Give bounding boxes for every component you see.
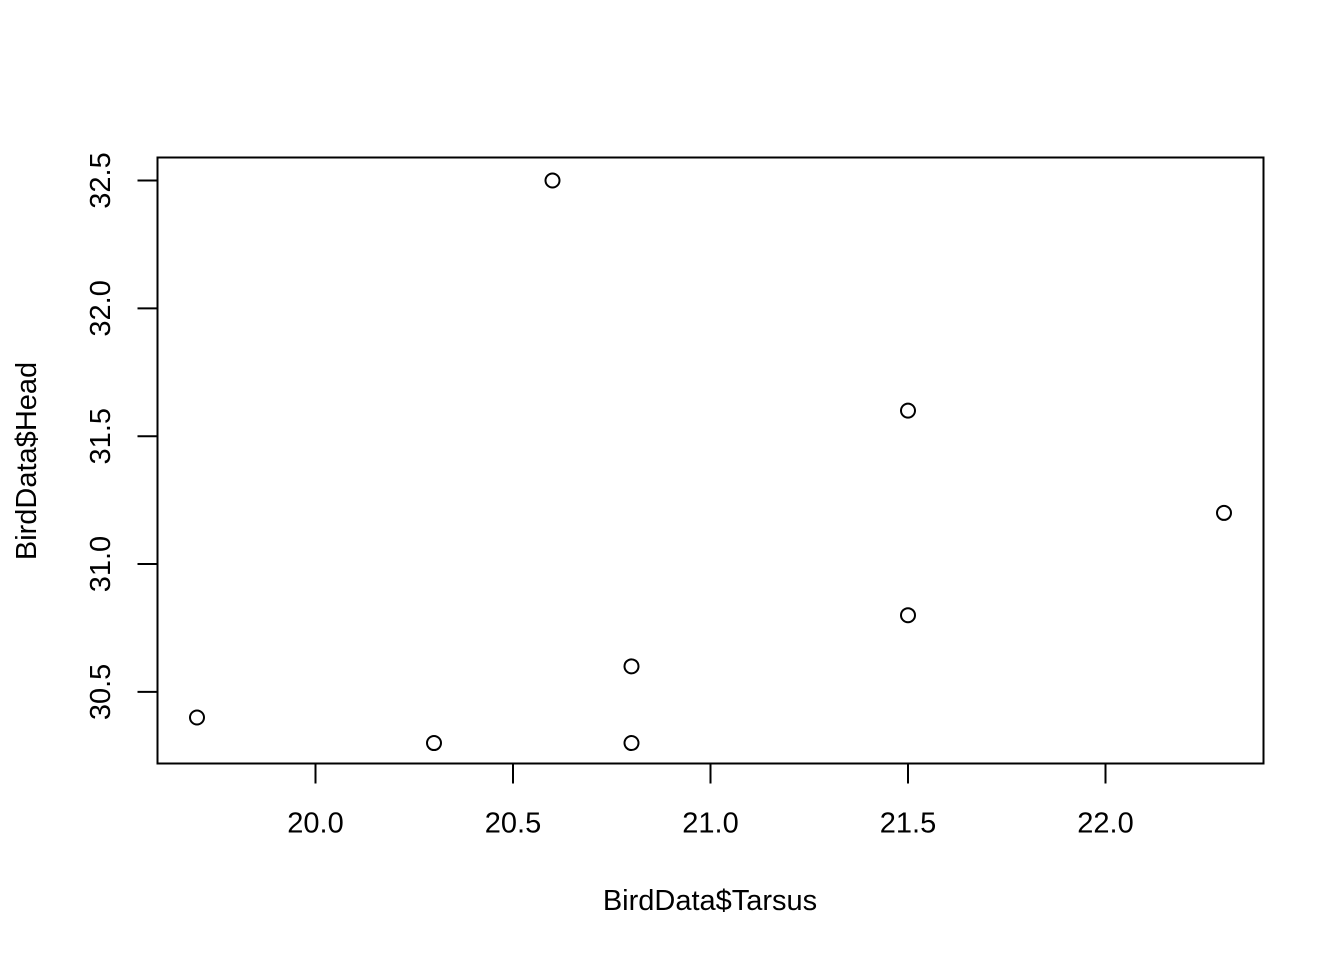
x-axis: 20.0 20.5 21.0 21.5 22.0 xyxy=(287,762,1134,840)
data-point xyxy=(426,735,442,752)
x-tick-label: 22.0 xyxy=(1077,808,1133,840)
y-axis-title: BirdData$Head xyxy=(11,362,43,560)
data-point xyxy=(544,172,561,189)
y-axis: 30.5 31.0 31.5 32.0 32.5 xyxy=(85,152,159,720)
data-point xyxy=(189,709,205,726)
data-point xyxy=(900,607,916,624)
data-point xyxy=(900,402,916,419)
x-axis-title: BirdData$Tarsus xyxy=(603,885,817,917)
y-tick-label: 31.5 xyxy=(85,408,117,464)
y-tick-label: 32.5 xyxy=(85,152,117,208)
x-tick-label: 20.5 xyxy=(485,808,541,840)
x-tick-label: 21.0 xyxy=(682,808,738,840)
x-tick-label: 20.0 xyxy=(287,808,343,840)
data-point xyxy=(623,735,640,752)
x-tick-label: 21.5 xyxy=(880,808,936,840)
y-tick-label: 30.5 xyxy=(85,664,117,720)
plot-box xyxy=(156,156,1265,765)
data-point xyxy=(623,658,640,675)
y-tick-label: 32.0 xyxy=(85,280,117,336)
y-tick-label: 31.0 xyxy=(85,536,117,592)
data-point xyxy=(1216,504,1232,521)
data-points xyxy=(189,172,1232,752)
